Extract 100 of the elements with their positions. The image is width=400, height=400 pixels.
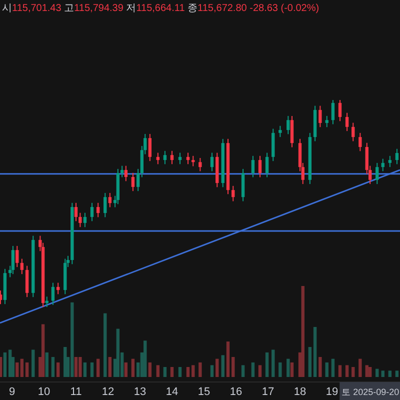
- bar: [265, 352, 269, 377]
- x-tick-label: 17: [262, 386, 274, 398]
- candlestick: [388, 155, 392, 168]
- bar: [70, 302, 74, 377]
- x-tick-label: 14: [166, 386, 178, 398]
- candlestick: [124, 165, 128, 182]
- bar: [325, 362, 328, 377]
- bar: [232, 356, 235, 377]
- bar: [251, 362, 255, 377]
- bar: [338, 365, 342, 377]
- bar: [108, 356, 112, 377]
- candlestick: [148, 133, 152, 162]
- bar: [381, 370, 384, 377]
- candlestick: [381, 158, 384, 172]
- candlestick: [74, 202, 78, 222]
- bar: [83, 362, 87, 377]
- bar: [226, 342, 230, 377]
- candlestick: [163, 150, 167, 165]
- bar: [104, 313, 107, 377]
- bar: [32, 350, 35, 377]
- candlestick: [345, 112, 349, 132]
- bar: [45, 352, 48, 377]
- x-tick-label: 9: [8, 386, 16, 398]
- bar: [278, 362, 282, 377]
- candlestick: [90, 202, 94, 222]
- candlestick: [352, 122, 355, 142]
- bar: [25, 362, 29, 377]
- bar: [51, 356, 55, 377]
- candlestick: [104, 192, 107, 218]
- candlestick: [278, 125, 282, 138]
- candlestick: [83, 212, 87, 228]
- bar: [74, 356, 78, 377]
- bar: [148, 362, 152, 377]
- bar: [301, 286, 304, 377]
- bar: [3, 352, 7, 377]
- bar: [313, 326, 317, 377]
- candlestick: [290, 115, 294, 148]
- candlestick: [318, 105, 322, 128]
- bar: [178, 366, 182, 377]
- bar: [0, 356, 2, 377]
- candlestick: [120, 165, 124, 178]
- x-tick-label: 15: [198, 386, 210, 398]
- bar: [131, 358, 135, 377]
- candlestick: [198, 157, 202, 172]
- bar: [116, 328, 120, 377]
- candlestick: [178, 152, 182, 165]
- candlestick: [286, 115, 290, 135]
- candlestick: [258, 155, 262, 178]
- bar: [56, 362, 60, 377]
- x-tick-label: 11: [70, 386, 82, 398]
- chart-title: 시115,701.43 고115,794.39 저115,664.11 종115,672.80 -28.63 (-0.02%): [2, 3, 320, 14]
- candlestick: [186, 152, 190, 165]
- bar: [96, 358, 100, 377]
- candlestick: [11, 245, 15, 275]
- bar: [368, 366, 372, 377]
- x-tick-label: 12: [102, 386, 114, 398]
- candlestick: [96, 202, 100, 218]
- bar: [365, 365, 368, 377]
- bar: [258, 365, 262, 377]
- bar: [144, 340, 147, 377]
- bar: [41, 324, 45, 377]
- candlestick: [16, 245, 19, 268]
- bar: [221, 355, 224, 377]
- x-tick-label: 16: [230, 386, 242, 398]
- bar: [345, 365, 349, 377]
- bar: [64, 346, 67, 377]
- bar: [16, 362, 19, 377]
- candlestick: [358, 132, 362, 152]
- bar: [388, 370, 392, 377]
- bar: [376, 368, 379, 377]
- candlestick: [78, 212, 82, 228]
- bar: [210, 365, 214, 377]
- bar: [352, 366, 355, 377]
- bar: [163, 366, 167, 377]
- bar: [216, 358, 219, 377]
- bar: [290, 362, 294, 377]
- x-tick-label: 19: [326, 386, 338, 398]
- bar: [395, 370, 399, 377]
- bar: [308, 346, 312, 377]
- x-tick-label: 13: [134, 386, 146, 398]
- x-tick-label: 18: [294, 386, 306, 398]
- bar: [331, 358, 335, 377]
- bar: [90, 362, 94, 377]
- bar: [170, 366, 174, 377]
- candlestick: [131, 172, 135, 192]
- candlestick: [251, 155, 255, 178]
- candlestick: [210, 152, 214, 172]
- candlestick: [338, 100, 342, 122]
- candlestick: [156, 152, 160, 165]
- bar: [192, 365, 195, 377]
- bar: [124, 362, 128, 377]
- bar: [20, 358, 24, 377]
- candlestick: [331, 100, 335, 125]
- bar: [156, 365, 160, 377]
- candlestick: [136, 168, 140, 192]
- bar: [286, 358, 290, 377]
- candlestick: [170, 150, 174, 165]
- candlestick: [376, 162, 379, 185]
- candlestick: [325, 115, 328, 128]
- bar: [198, 362, 202, 377]
